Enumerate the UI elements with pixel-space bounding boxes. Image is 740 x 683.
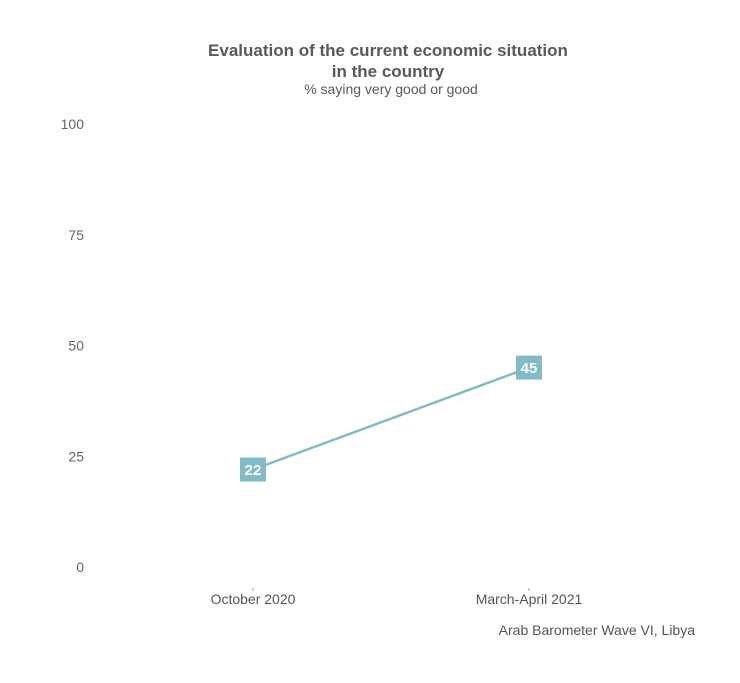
chart-title: Evaluation of the current economic situa… [0,40,740,82]
data-point-marker [240,457,266,482]
x-tick-label: March-April 2021 [476,591,583,607]
chart-title-line-2: in the country [331,62,445,81]
data-label: 45 [521,360,538,377]
data-label: 22 [245,462,262,479]
series-line [252,366,530,471]
y-tick-label: 75 [68,227,84,243]
y-tick-label: 25 [68,448,84,464]
y-tick-label: 50 [68,338,84,354]
y-tick-label: 0 [76,559,84,575]
x-tick-label: October 2020 [211,591,296,607]
data-point-marker [516,355,542,380]
chart-title-line-1: Evaluation of the current economic situa… [208,41,568,60]
y-tick-label: 100 [61,116,85,132]
source-caption: Arab Barometer Wave VI, Libya [498,622,695,638]
chart-subtitle: % saying very good or good [304,81,478,97]
